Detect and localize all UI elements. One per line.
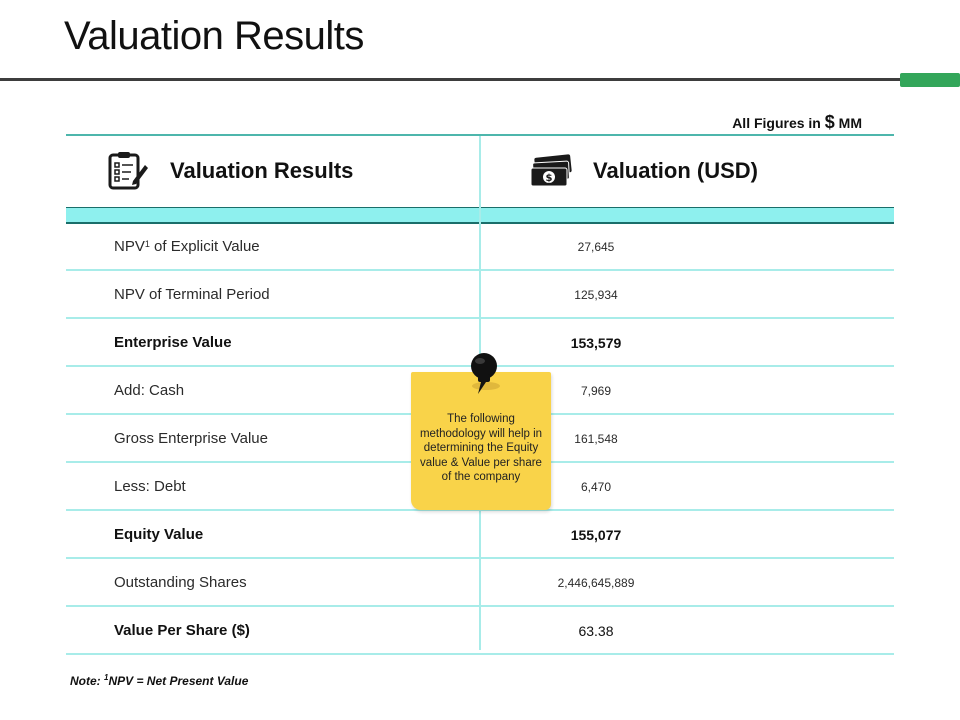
table-row: Less: Debt 6,470 [66,463,894,511]
figures-note-currency: $ [824,112,835,132]
clipboard-checklist-icon [106,149,150,193]
table-row: NPV of Terminal Period 125,934 [66,271,894,319]
header-label-results: Valuation Results [170,158,354,183]
row-label: NPV of Terminal Period [114,286,270,303]
row-value: 27,645 [577,240,615,254]
row-label: Outstanding Shares [114,574,247,591]
footnote-text: NPV = Net Present Value [108,674,249,688]
money-stack-icon: $ [529,149,573,193]
header-label-valuation: Valuation (USD) [593,158,759,183]
row-value: 125,934 [574,288,618,302]
table-row: Value Per Share ($) 63.38 [66,607,894,655]
row-label: Equity Value [114,526,204,543]
svg-text:$: $ [546,173,553,184]
header-cell-results: Valuation Results [106,136,353,206]
pushpin-icon [464,352,504,396]
row-value: 153,579 [570,335,622,351]
sticky-note-text: The following methodology will help in d… [419,413,543,483]
row-value: 161,548 [574,432,618,446]
row-value: 155,077 [570,527,622,543]
figures-note-prefix: All Figures in [732,115,821,131]
row-value: 63.38 [578,623,614,639]
row-label-suffix: of Explicit Value [149,238,260,255]
figures-unit-note: All Figures in $ MM [732,112,862,133]
row-label: Enterprise Value [114,334,232,351]
table-row: Outstanding Shares 2,446,645,889 [66,559,894,607]
row-label: Gross Enterprise Value [114,430,268,447]
footnote-prefix: Note: [70,674,104,688]
table-header-row: Valuation Results $ Valuation (USD) [66,136,894,206]
table-row: Equity Value 155,077 [66,511,894,559]
accent-tab [900,73,960,87]
row-label: NPV1 of Explicit Value [114,223,260,269]
figures-note-unit: MM [838,115,862,131]
row-label: Value Per Share ($) [114,622,250,639]
row-label-text: NPV [114,238,145,255]
sticky-note: The following methodology will help in d… [411,372,551,510]
footnote-marker: 1 [144,239,150,249]
footnote-sup: 1 [104,673,109,682]
row-label: Less: Debt [114,478,186,495]
table-top-border [66,134,894,136]
header-cell-valuation: $ Valuation (USD) [529,136,758,206]
table-row: NPV1 of Explicit Value 27,645 [66,223,894,271]
row-label: Add: Cash [114,382,185,399]
title-divider [0,78,905,81]
page-title: Valuation Results [64,14,364,58]
row-value: 6,470 [580,480,612,494]
row-value: 2,446,645,889 [557,576,635,590]
row-value: 7,969 [580,384,612,398]
footnote: Note: 1NPV = Net Present Value [70,673,248,688]
